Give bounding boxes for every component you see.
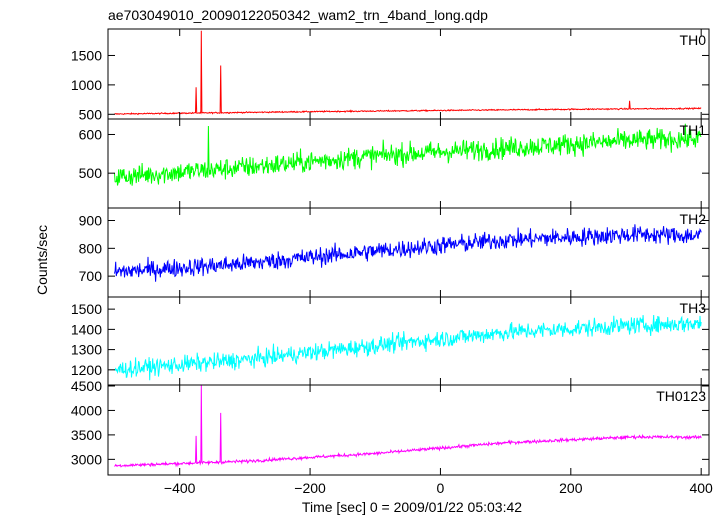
y-tick-label-th3: 1300: [71, 342, 102, 358]
x-tick-label: 0: [437, 480, 445, 496]
x-tick-label: 200: [559, 480, 583, 496]
y-tick-label-th2: 700: [79, 268, 103, 284]
y-tick-label-th0123: 4000: [71, 402, 102, 418]
panel-frame-th2: [107, 207, 710, 298]
y-axis-label: Counts/sec: [34, 225, 50, 295]
x-tick-label: −400: [164, 480, 196, 496]
y-tick-label-th3: 1200: [71, 362, 102, 378]
series-line-th0123: [114, 384, 702, 468]
y-tick-label-th3: 1500: [71, 301, 102, 317]
panel-label-th2: TH2: [680, 211, 707, 227]
y-tick-label-th0123: 3000: [71, 451, 102, 467]
y-tick-label-th3: 1400: [71, 321, 102, 337]
y-tick-label-th0123: 4500: [71, 378, 102, 394]
series-line-th3: [114, 314, 702, 381]
series-line-th0: [114, 30, 702, 116]
panel-frame-th0: [107, 28, 710, 120]
y-tick-label-th0: 1500: [71, 47, 102, 63]
y-tick-label-th0: 1000: [71, 77, 102, 93]
series-line-th1: [114, 123, 702, 186]
x-tick-label: 400: [689, 480, 713, 496]
panel-label-th0: TH0: [680, 32, 707, 48]
y-tick-label-th1: 600: [79, 126, 103, 142]
panel-label-th1: TH1: [680, 122, 707, 138]
y-tick-label-th0123: 3500: [71, 427, 102, 443]
panel-frame-th3: [107, 296, 710, 386]
y-tick-label-th2: 800: [79, 240, 103, 256]
x-axis-label: Time [sec] 0 = 2009/01/22 05:03:42: [302, 499, 522, 515]
x-tick-label: −200: [294, 480, 326, 496]
panel-label-th3: TH3: [680, 300, 707, 316]
y-tick-label-th2: 900: [79, 213, 103, 229]
panels-group: 500 1000 1500 TH0 500 600 TH1 700 800 900 TH2 1200 1…: [71, 28, 713, 496]
y-tick-label-th1: 500: [79, 165, 103, 181]
panel-frame-th0123: [107, 384, 710, 476]
series-line-th2: [114, 224, 702, 282]
y-tick-label-th0: 500: [79, 106, 103, 122]
chart-title: ae703049010_20090122050342_wam2_trn_4ban…: [108, 7, 488, 23]
panel-label-th0123: TH0123: [656, 388, 706, 404]
